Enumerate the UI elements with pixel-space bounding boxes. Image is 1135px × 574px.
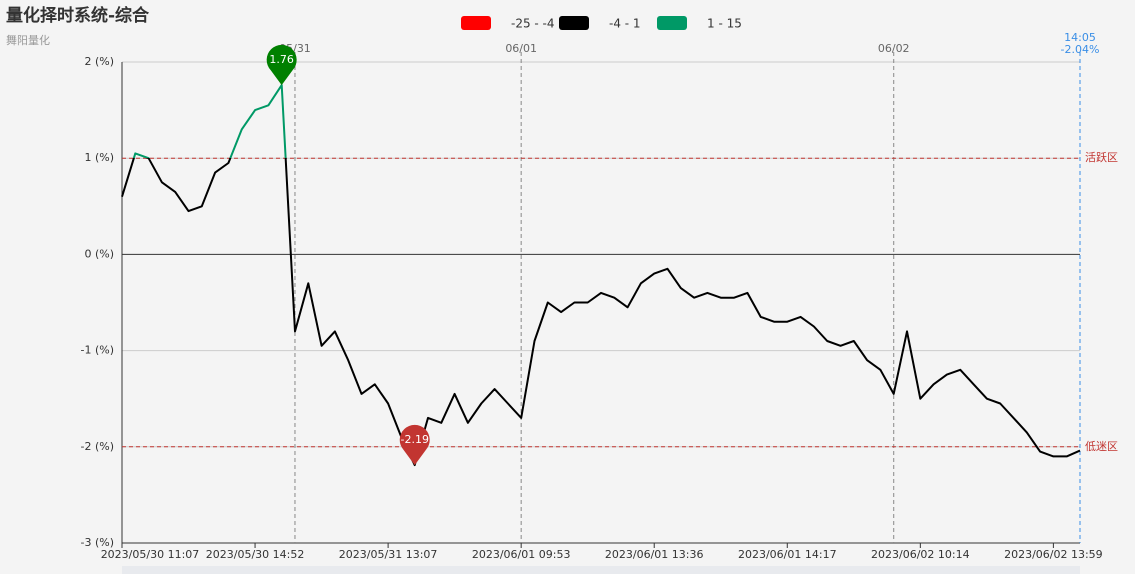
x-tick-label: 2023/06/02 13:59 — [1004, 548, 1103, 561]
mark-pin-label: 1.76 — [269, 53, 294, 66]
x-tick-label: 2023/05/30 14:52 — [206, 548, 305, 561]
y-tick-label: -1 (%) — [81, 344, 115, 357]
y-tick-label: 1 (%) — [84, 151, 114, 164]
x-tick-label: 2023/06/02 10:14 — [871, 548, 970, 561]
day-label: 06/02 — [878, 42, 910, 55]
x-tick-label: 2023/06/01 13:36 — [605, 548, 704, 561]
y-tick-label: 0 (%) — [84, 247, 114, 260]
day-label: 06/01 — [505, 42, 537, 55]
legend-label: -4 - 1 — [609, 17, 641, 31]
legend-swatch — [657, 16, 687, 30]
zoom-slider[interactable] — [122, 566, 1080, 574]
mark-pin-label: -2.19 — [400, 433, 428, 446]
mark-pin — [399, 424, 430, 466]
x-tick-label: 2023/06/01 09:53 — [472, 548, 571, 561]
end-time: 14:05 — [1064, 31, 1096, 44]
x-tick-label: 2023/05/31 13:07 — [339, 548, 438, 561]
y-tick-label: -3 (%) — [81, 536, 115, 549]
mark-line-label: 活跃区 — [1085, 150, 1118, 164]
mark-line-label: 低迷区 — [1085, 440, 1118, 453]
legend-label: 1 - 15 — [707, 17, 742, 31]
mark-pin — [266, 44, 297, 86]
y-tick-label: -2 (%) — [81, 440, 115, 453]
series-line — [121, 84, 1081, 467]
x-tick-label: 2023/05/30 11:07 — [101, 548, 200, 561]
chart-title: 量化择时系统-综合 — [6, 5, 150, 26]
y-tick-label: 2 (%) — [84, 55, 114, 68]
legend-swatch — [559, 16, 589, 30]
chart-subtitle: 舞阳量化 — [6, 33, 50, 47]
legend-swatch — [461, 16, 491, 30]
x-tick-label: 2023/06/01 14:17 — [738, 548, 837, 561]
legend-label: -25 - -4 — [511, 17, 555, 31]
end-value: -2.04% — [1061, 43, 1100, 56]
